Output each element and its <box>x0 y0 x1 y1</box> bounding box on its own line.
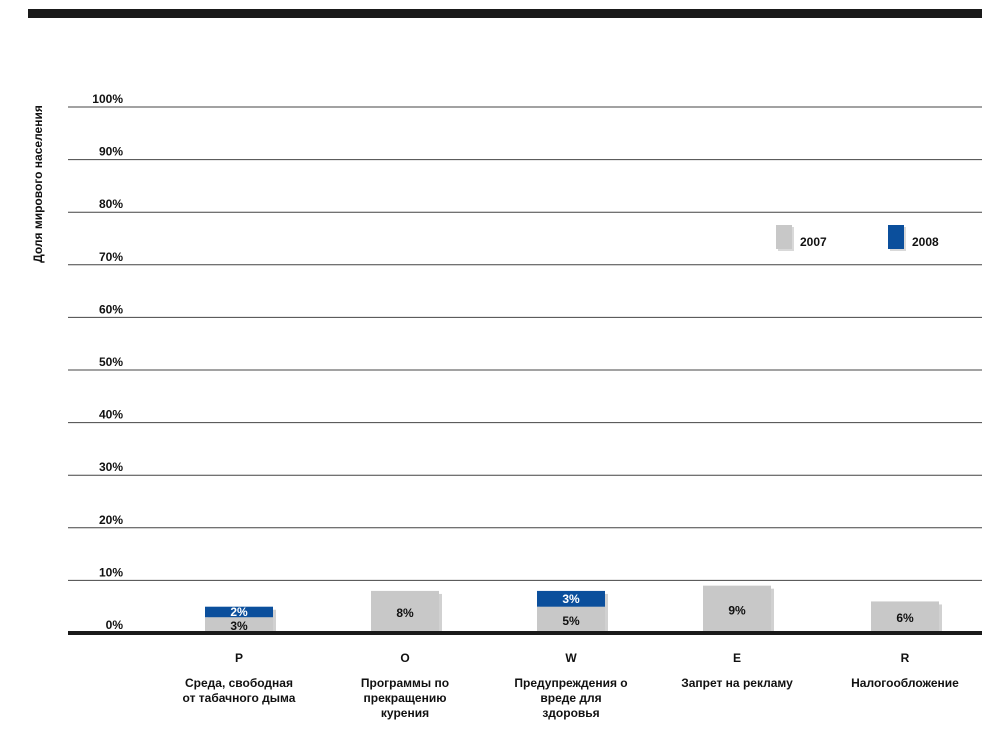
y-tick-label: 30% <box>99 460 123 474</box>
y-tick-label: 50% <box>99 355 123 369</box>
bar-2008 <box>537 590 605 607</box>
legend-layer: 2007 2008 <box>776 225 939 251</box>
category-label: курения <box>381 706 429 720</box>
data-label-2008: 2% <box>230 605 248 619</box>
top-header-bar <box>28 9 982 18</box>
category-label: Программы по <box>361 676 449 690</box>
data-label-2007: 6% <box>896 611 914 625</box>
legend-swatch <box>776 225 792 249</box>
y-tick-label: 40% <box>99 408 123 422</box>
data-label-2007: 9% <box>728 603 746 617</box>
y-tick-label: 10% <box>99 565 123 579</box>
y-tick-label: 0% <box>106 618 124 632</box>
category-label: Предупреждения о <box>514 676 627 690</box>
category-label: прекращению <box>364 691 447 705</box>
data-label-2007: 3% <box>230 619 248 633</box>
category-letter: E <box>733 651 741 665</box>
bar-2007 <box>703 585 771 633</box>
category-label: вреде для <box>540 691 601 705</box>
y-tick-label: 70% <box>99 250 123 264</box>
category-letter: R <box>901 651 910 665</box>
category-label: Среда, свободная <box>185 676 293 690</box>
data-label-2007: 8% <box>396 606 414 620</box>
legend-swatch <box>888 225 904 249</box>
labels-layer: 0%10%20%30%40%50%60%70%80%90%100%2%3%8%3… <box>92 92 959 720</box>
bars-layer <box>205 585 942 634</box>
y-tick-label: 90% <box>99 145 123 159</box>
y-tick-label: 20% <box>99 513 123 527</box>
category-letter: O <box>400 651 409 665</box>
y-tick-label: 60% <box>99 302 123 316</box>
legend-label: 2008 <box>912 235 939 249</box>
bar-2007 <box>537 606 605 633</box>
bar-2007 <box>871 601 939 633</box>
bar-2008 <box>205 606 273 618</box>
category-label: Налогообложение <box>851 676 959 690</box>
data-label-2008: 3% <box>562 592 580 606</box>
category-letter: P <box>235 651 243 665</box>
y-axis-label: Доля мирового населения <box>31 105 45 263</box>
legend-label: 2007 <box>800 235 827 249</box>
category-letter: W <box>565 651 577 665</box>
category-label: Запрет на рекламу <box>681 676 793 690</box>
category-label: здоровья <box>542 706 599 720</box>
data-label-2007: 5% <box>562 614 580 628</box>
grid-layer <box>68 106 982 581</box>
category-label: от табачного дыма <box>183 691 296 705</box>
bar-2007 <box>371 590 439 633</box>
bar-2007 <box>205 617 273 633</box>
y-tick-label: 100% <box>92 92 123 106</box>
y-tick-label: 80% <box>99 197 123 211</box>
